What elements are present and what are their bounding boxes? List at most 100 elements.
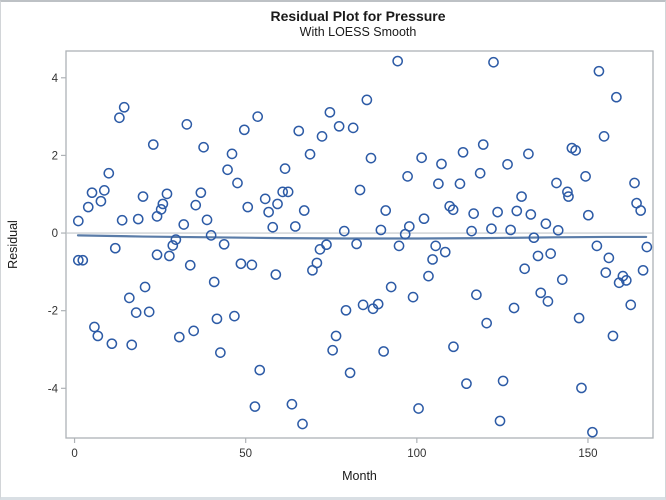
scatter-point [439,246,451,258]
scatter-point [72,215,84,227]
scatter-point [259,193,271,205]
scatter-point [249,401,261,412]
scatter-point [402,171,413,182]
scatter-point [635,205,647,216]
scatter-point [511,205,523,217]
scatter-point [198,141,209,153]
scatter-point [218,238,230,250]
scatter-point [109,242,121,254]
scatter-point [126,339,138,351]
scatter-point [399,228,411,240]
scatter-point [378,346,389,357]
scatter-point [238,124,250,136]
y-tick-label: -4 [48,383,59,395]
scatter-point [471,289,482,301]
scatter-point [600,267,612,278]
scatter-point [587,426,598,438]
scatter-point [297,418,308,430]
scatter-point [338,225,350,237]
scatter-point [201,214,213,226]
scatter-point [430,240,442,252]
scatter-point [629,177,640,189]
scatter-point [611,91,622,103]
chart-title: Residual Plot for Pressure [270,8,446,24]
scatter-point [89,321,100,333]
scatter-point [304,148,316,160]
scatter-point [242,201,254,213]
scatter-point [375,224,387,236]
scatter-point [252,111,264,122]
scatter-point [173,331,185,343]
scatter-point [392,55,404,67]
scatter-point [270,269,282,280]
scatter-point [211,313,223,325]
scatter-point [157,198,169,210]
x-tick-label: 150 [578,448,597,460]
x-tick-label: 50 [239,448,252,460]
scatter-point [477,139,489,150]
scatter-point [468,208,479,219]
scatter-point [582,209,594,221]
scatter-point [427,254,438,265]
scatter-point [344,367,356,379]
scatter-point [72,254,84,266]
scatter-point [523,148,534,160]
scatter-point [607,330,619,342]
scatter-point [222,164,233,176]
scatter-point [576,382,587,394]
scatter-point [528,232,540,244]
scatter-point [272,198,283,210]
scatter-point [114,112,125,124]
scatter-point [380,205,392,216]
scatter-point [340,304,352,316]
scatter-point [86,187,98,199]
scatter-point [164,250,175,262]
scatter-point [532,250,544,262]
scatter-point [226,148,238,160]
scatter-point [466,225,477,237]
title-block: Residual Plot for Pressure With LOESS Sm… [1,8,665,40]
scatter-point [190,199,202,211]
scatter-point [570,145,581,156]
scatter-point [447,204,459,216]
scatter-point [82,201,94,213]
scatter-point [598,131,610,142]
scatter-point [118,101,130,113]
scatter-point [457,146,469,158]
scatter-point [181,119,193,130]
scatter-point [215,347,226,358]
scatter-point [492,206,503,218]
scatter-point [95,195,107,207]
scatter-point [123,292,135,304]
scatter-point [641,241,653,253]
scatter-point [454,178,466,190]
scatter-point [423,270,434,282]
scatter-point [448,341,459,353]
scatter-point [311,257,323,269]
scatter-point [229,310,240,322]
x-tick-label: 0 [71,448,77,460]
scatter-point [505,224,516,236]
scatter-point [573,312,585,324]
scatter-point [167,240,179,251]
scatter-point [277,186,289,198]
scatter-point [298,205,310,216]
scatter-point [508,302,520,314]
scatter-point [497,375,509,387]
scatter-point [232,177,243,189]
scatter-point [433,178,444,190]
scatter-point [591,240,603,252]
scatter-point [357,299,369,311]
scatter-point [418,213,430,225]
scatter-point [316,131,328,142]
scatter-point [444,200,456,212]
scatter-point [103,167,115,179]
scatter-point [620,275,632,286]
scatter-point [184,259,196,271]
x-axis-label: Month [342,469,377,483]
scatter-point [293,125,305,137]
scatter-point [77,254,89,266]
scatter-point [282,186,294,198]
scatter-point [130,307,142,318]
